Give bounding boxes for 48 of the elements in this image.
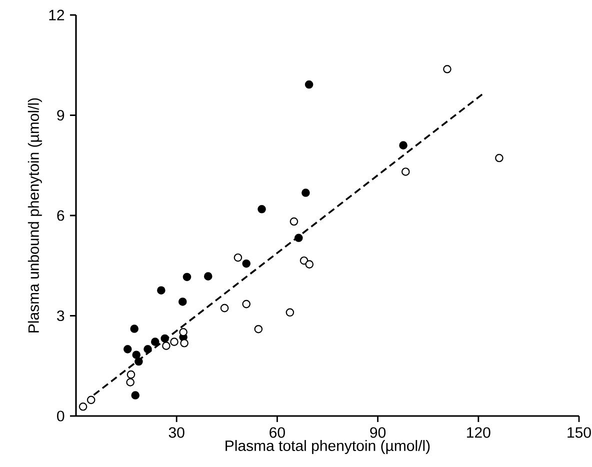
point [150, 338, 160, 346]
point [157, 286, 166, 295]
point [178, 298, 187, 306]
x-tick-label: 150 [568, 427, 591, 438]
point [242, 259, 251, 268]
point [286, 308, 294, 317]
point [204, 272, 212, 280]
point [126, 370, 136, 379]
point [399, 141, 408, 150]
x-tick-label: 30 [168, 427, 184, 438]
point [131, 391, 140, 400]
point [254, 324, 263, 334]
point [401, 168, 410, 176]
point [78, 402, 88, 411]
point [170, 338, 178, 346]
x-tick-label: 120 [467, 427, 490, 438]
point [132, 350, 141, 359]
y-tick-label: 6 [57, 210, 64, 221]
y-axis-title: Plasma unbound phenytoin (µmol/l) [28, 98, 42, 332]
point [123, 345, 132, 354]
point [160, 334, 170, 343]
point [179, 328, 188, 336]
point [443, 64, 452, 74]
point [134, 357, 143, 366]
x-axis-title: Plasma total phenytoin (µmol/l) [226, 440, 430, 454]
point [162, 342, 170, 350]
y-tick-label: 3 [57, 310, 64, 322]
point [220, 304, 229, 312]
point [305, 260, 314, 268]
point [304, 80, 314, 89]
point [302, 188, 310, 197]
point [130, 324, 138, 333]
point [144, 345, 152, 354]
y-tick-label: 0 [57, 410, 64, 422]
point [294, 234, 303, 242]
point [126, 378, 134, 386]
point [182, 272, 192, 282]
point [258, 205, 266, 214]
x-tick-label: 60 [270, 427, 285, 438]
point [495, 154, 504, 162]
point [86, 396, 96, 404]
point [234, 253, 242, 262]
point [180, 339, 188, 348]
point [242, 300, 251, 308]
point [290, 217, 298, 226]
y-tick-label: 12 [49, 10, 64, 20]
y-tick-label: 9 [57, 110, 64, 121]
x-tick-label: 90 [370, 427, 386, 438]
